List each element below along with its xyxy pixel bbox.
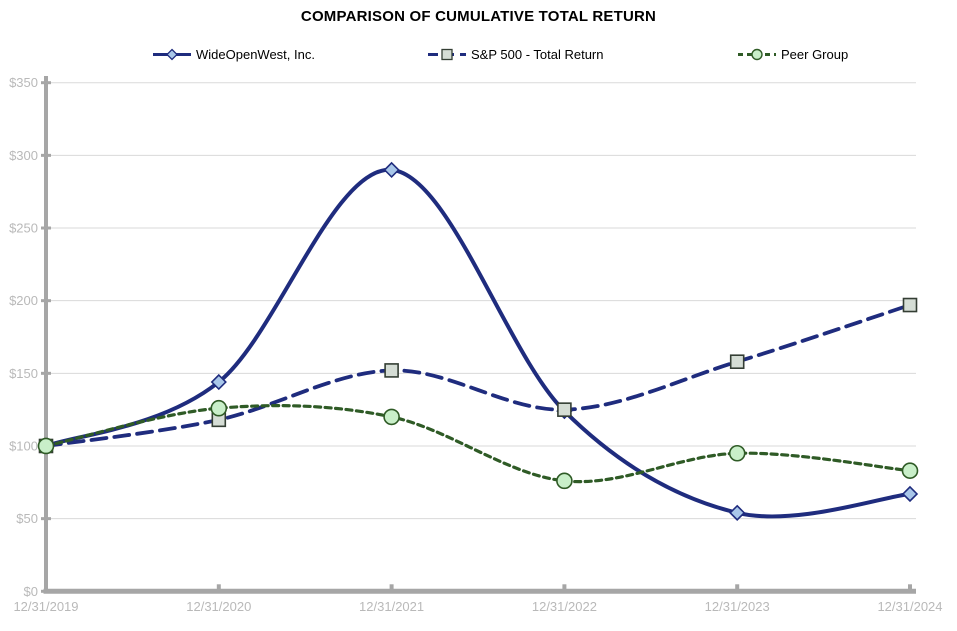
diamond-marker: [383, 161, 400, 179]
legend-label-peer-group: Peer Group: [781, 46, 849, 62]
square-marker: [384, 363, 399, 378]
y-tick-label: $50: [16, 511, 38, 526]
legend-diamond-icon: [166, 48, 178, 60]
circle-marker: [556, 472, 573, 490]
chart-title: COMPARISON OF CUMULATIVE TOTAL RETURN: [300, 8, 657, 25]
series-line-1: [44, 303, 912, 448]
circle-marker: [37, 437, 55, 455]
y-tick-label: $200: [9, 293, 38, 308]
x-tick-label: 12/31/2021: [359, 599, 424, 614]
legend-label-sp500: S&P 500 - Total Return: [471, 46, 604, 62]
x-tick-label: 12/31/2020: [186, 599, 251, 614]
legend-item-peer-group: Peer Group: [737, 45, 848, 63]
legend-circle-icon: [751, 48, 763, 60]
legend-sp500-line-icon: [427, 47, 467, 62]
y-tick-label: $100: [9, 438, 38, 453]
diamond-marker: [901, 485, 919, 503]
y-tick-label: $250: [9, 221, 38, 236]
legend-label-wideopenwest: WideOpenWest, Inc.: [196, 46, 315, 62]
legend-item-wideopenwest: WideOpenWest, Inc.: [152, 45, 315, 63]
circle-marker: [901, 462, 919, 479]
y-tick-label: $0: [24, 584, 38, 599]
legend-peer-group-line-icon: [737, 47, 777, 62]
circle-marker: [383, 408, 400, 426]
x-tick-label: 12/31/2022: [532, 599, 597, 614]
y-tick-label: $350: [9, 75, 38, 90]
x-tick-label: 12/31/2024: [877, 599, 942, 614]
diamond-marker: [210, 373, 227, 391]
square-marker: [729, 354, 745, 370]
square-marker: [557, 402, 572, 417]
y-tick-label: $150: [9, 366, 38, 381]
series-line-2: [44, 404, 912, 484]
legend-item-sp500: S&P 500 - Total Return: [427, 45, 604, 63]
y-tick-label: $300: [9, 148, 38, 163]
circle-marker: [210, 399, 228, 417]
legend-wideopenwest-line-icon: [152, 47, 192, 62]
square-marker: [902, 297, 918, 313]
circle-marker: [728, 444, 746, 462]
diamond-marker: [729, 504, 746, 521]
series-line-0: [44, 167, 912, 519]
x-tick-label: 12/31/2019: [13, 599, 78, 614]
legend-square-icon: [441, 48, 453, 60]
x-tick-label: 12/31/2023: [705, 599, 770, 614]
